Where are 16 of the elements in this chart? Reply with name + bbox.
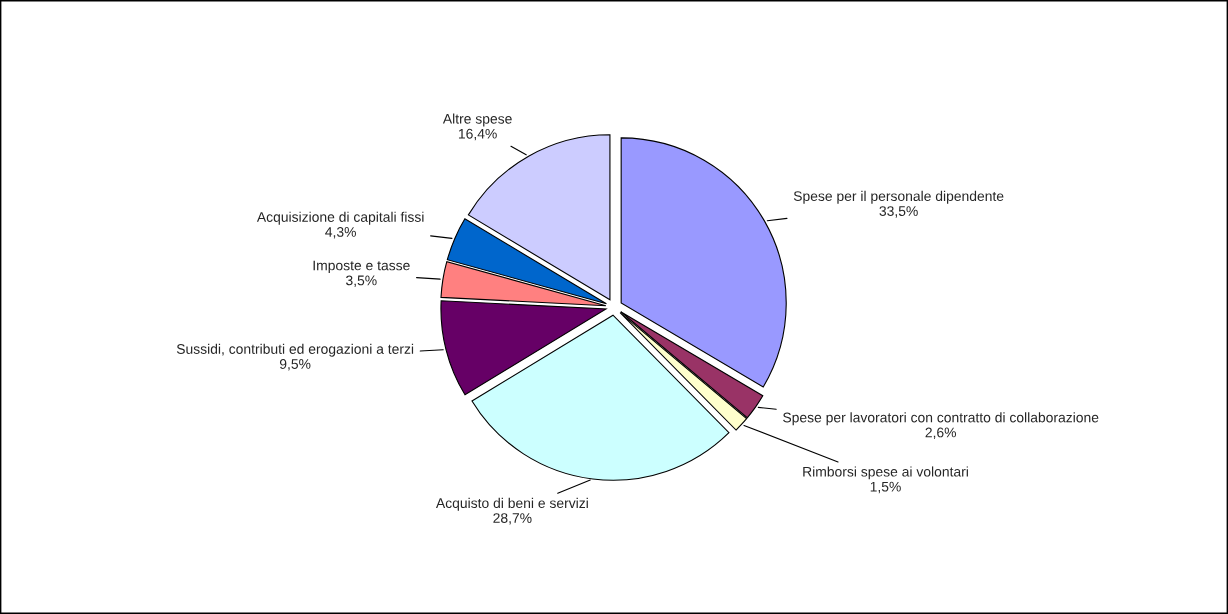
slice-label: Sussidi, contributi ed erogazioni a terzi <box>176 343 414 357</box>
data-label: 28,7% <box>493 513 532 525</box>
slice-label: Spese per lavoratori con contratto di collaborazione <box>783 412 1099 426</box>
slice-label: Imposte e tasse <box>313 260 410 274</box>
slice-label: Acquisizione di capitali fissi <box>256 211 424 225</box>
slice-label: Spese per il personale dipendente <box>793 190 1004 204</box>
data-label: 3,5% <box>346 275 377 287</box>
data-label: 33,5% <box>879 206 918 218</box>
data-label: 1,5% <box>870 481 901 494</box>
data-label: 2,6% <box>925 427 957 440</box>
data-label: 4,3% <box>325 227 356 239</box>
data-label: 16,4% <box>458 128 497 141</box>
slice-label: Altre spese <box>442 113 512 127</box>
slice-label: Acquisto di beni e servizi <box>435 497 588 511</box>
slice-label: Rimborsi spese ai volontari <box>803 466 968 480</box>
data-label: 9,5% <box>279 359 311 371</box>
